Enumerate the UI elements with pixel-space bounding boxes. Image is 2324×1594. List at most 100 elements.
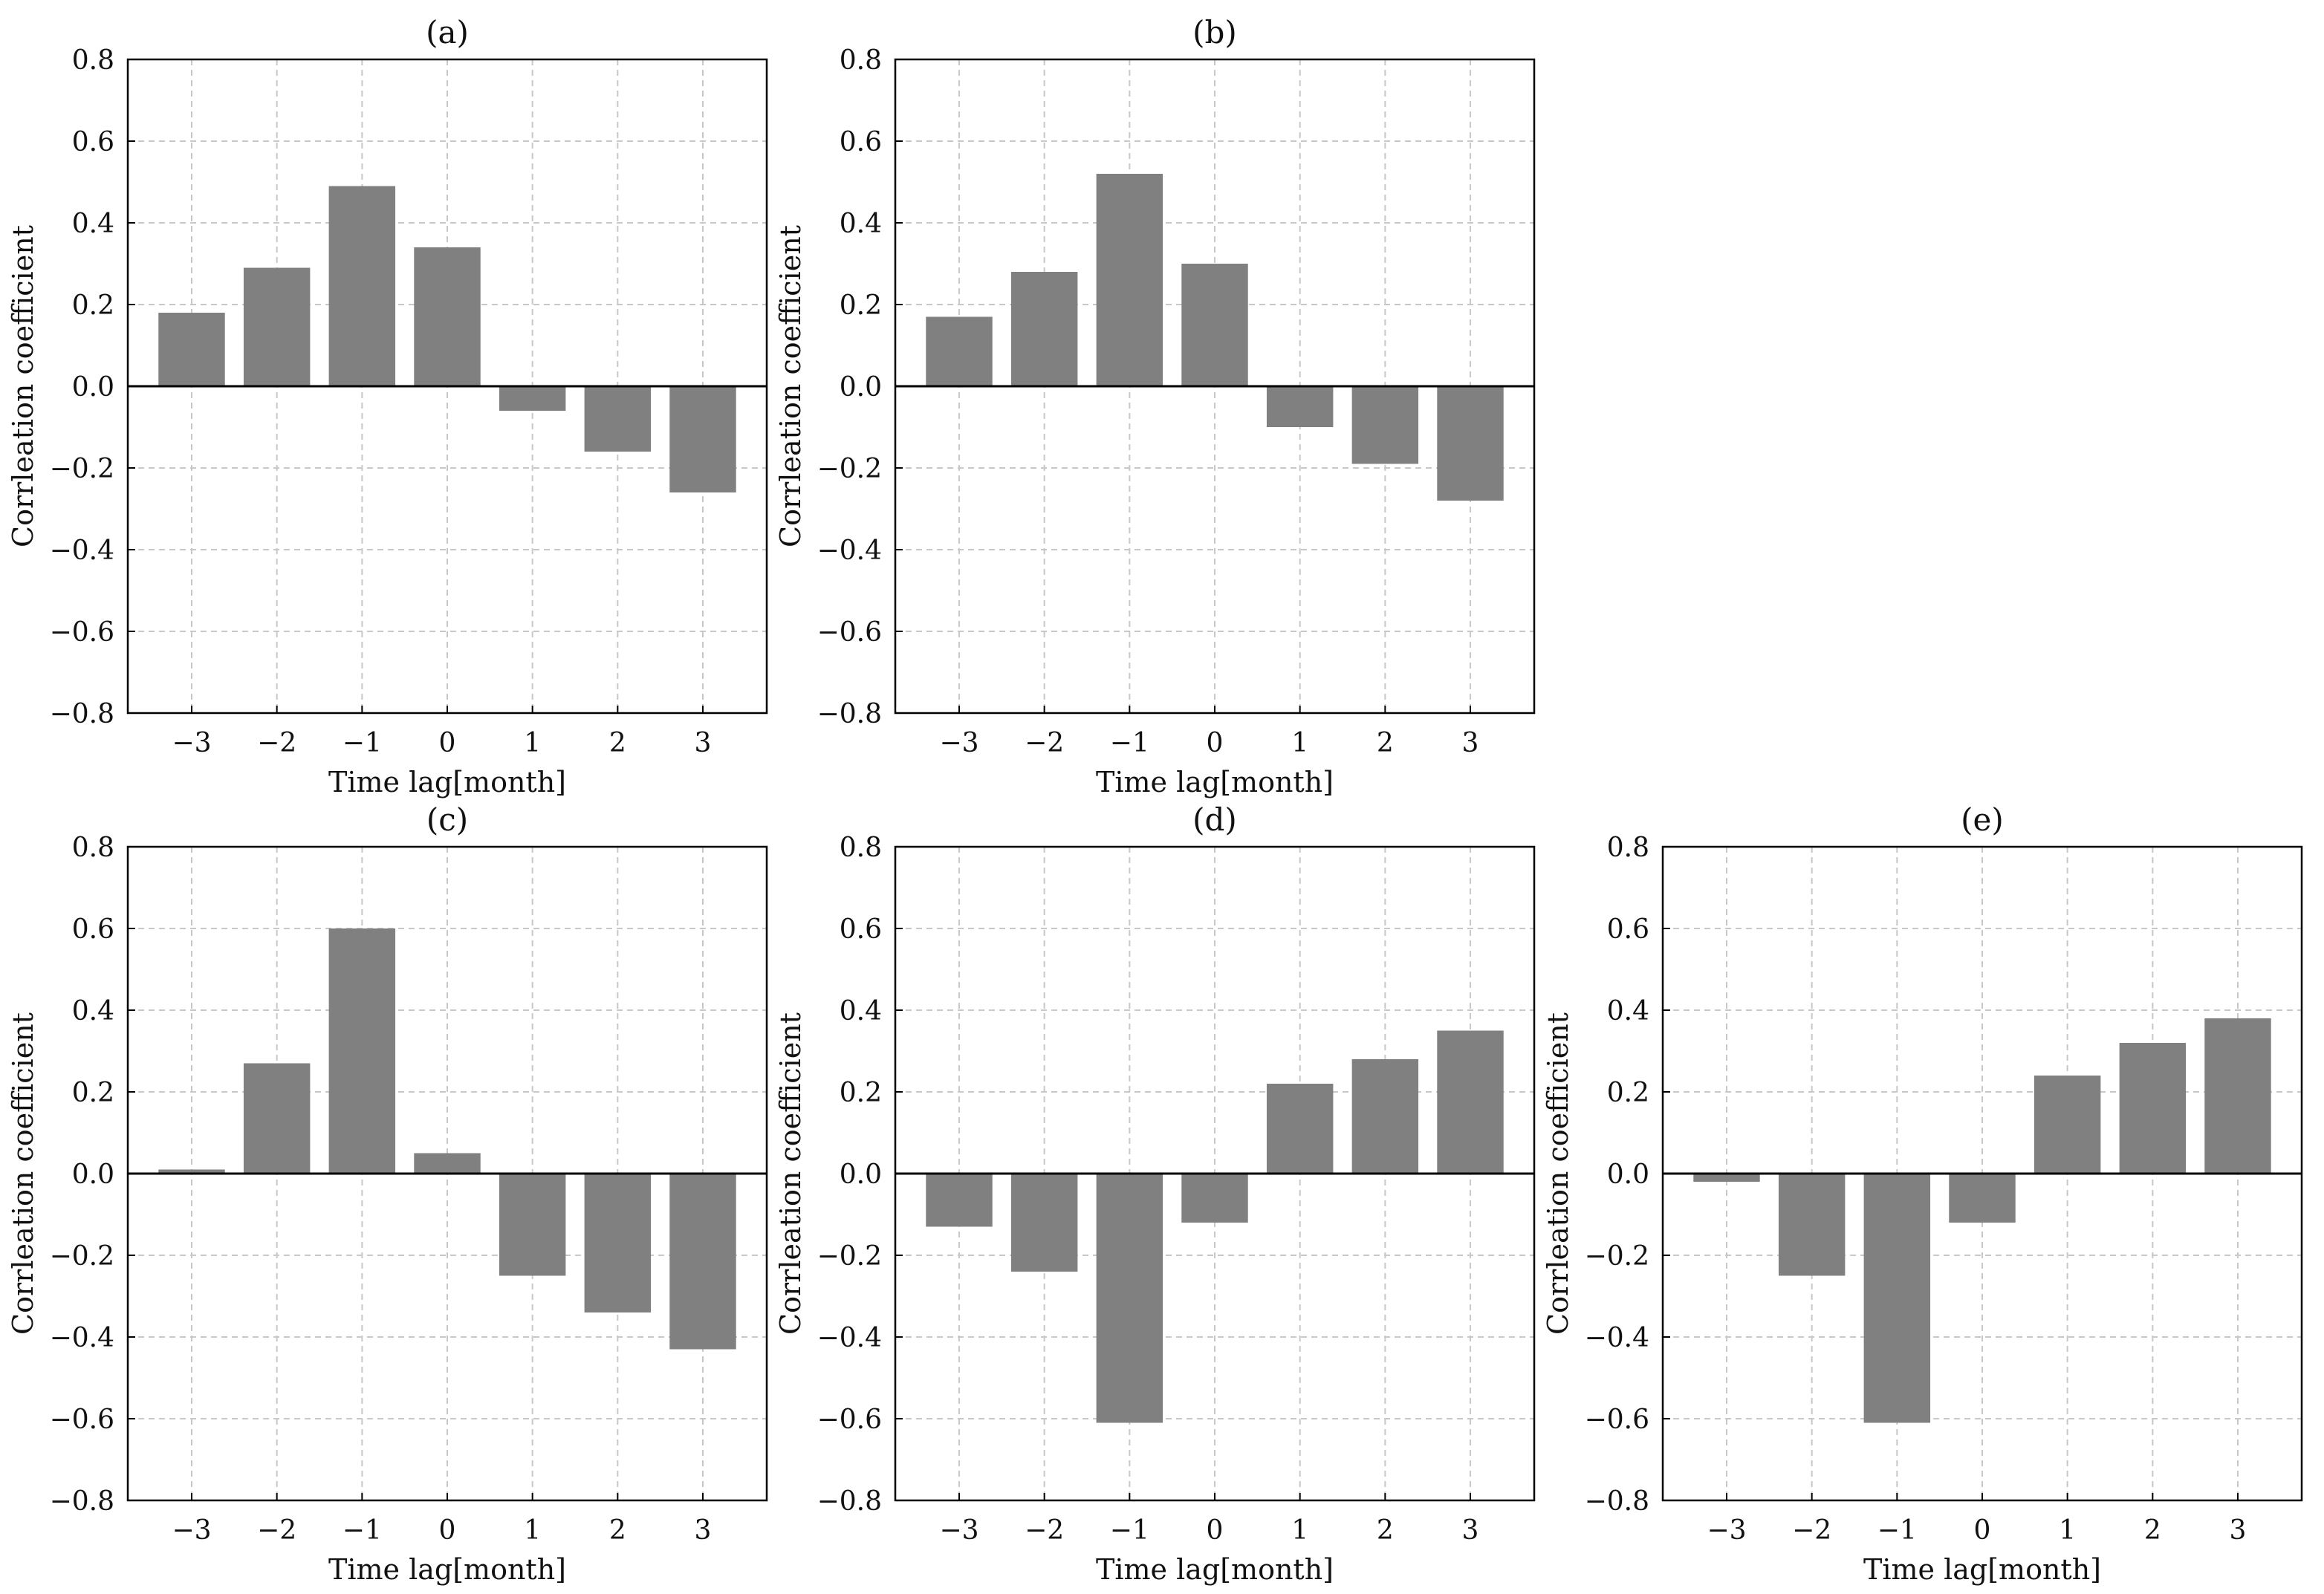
y-axis-label: Corrleation coefficient [7, 1012, 39, 1335]
bar-3 [1949, 1174, 2016, 1223]
y-tick-label: 0.4 [840, 209, 882, 239]
bar-4 [1266, 1084, 1334, 1174]
bar-6 [669, 1174, 736, 1350]
panel-title: (b) [1192, 14, 1237, 51]
x-axis-label: Time lag[month] [1863, 1553, 2101, 1586]
x-tick-label: −2 [1025, 1515, 1064, 1546]
y-tick-label: 0.8 [840, 833, 882, 863]
x-tick-label: 2 [2144, 1515, 2161, 1546]
x-tick-label: −1 [343, 1515, 382, 1546]
y-tick-label: 0.4 [72, 996, 114, 1027]
bar-0 [926, 1174, 993, 1227]
y-tick-label: 0.4 [72, 209, 114, 239]
x-tick-label: 1 [2059, 1515, 2076, 1546]
x-tick-label: 1 [1291, 1515, 1308, 1546]
panel-title: (e) [1961, 801, 2004, 838]
bar-1 [1010, 1174, 1078, 1272]
bar-1 [243, 1063, 311, 1174]
bar-6 [2204, 1018, 2271, 1174]
x-tick-label: 1 [524, 1515, 541, 1546]
y-tick-label: −0.4 [1585, 1323, 1649, 1353]
x-tick-label: 2 [609, 1515, 626, 1546]
chart-panel-2: 0.8 0.6 0.4 0.2 0.0 −0.2 −0.4 −0.6 −0.8 −3 −2 −1 0 1 2… [7, 801, 768, 1586]
x-tick-label: 0 [1207, 728, 1224, 758]
x-tick-label: −2 [1792, 1515, 1831, 1546]
y-tick-label: −0.4 [50, 536, 114, 566]
bar-5 [584, 1174, 652, 1312]
x-tick-label: −3 [939, 728, 978, 758]
x-tick-label: 0 [439, 1515, 456, 1546]
x-tick-label: 3 [695, 1515, 712, 1546]
y-tick-label: −0.6 [50, 617, 114, 648]
y-tick-label: 0.2 [72, 1078, 114, 1108]
y-tick-label: 0.6 [72, 914, 114, 945]
y-tick-label: −0.2 [50, 1241, 114, 1272]
x-tick-label: 3 [1462, 728, 1479, 758]
x-axis-label: Time lag[month] [1096, 766, 1334, 798]
bar-2 [1096, 174, 1163, 386]
panel-title: (a) [426, 14, 469, 51]
y-tick-label: 0.0 [72, 372, 114, 403]
x-tick-label: 0 [1207, 1515, 1224, 1546]
bar-6 [669, 386, 736, 492]
y-tick-label: 0.8 [1607, 833, 1649, 863]
x-tick-label: 2 [1377, 728, 1394, 758]
chart-panel-1: 0.8 0.6 0.4 0.2 0.0 −0.2 −0.4 −0.6 −0.8 −3 −2 −1 0 1 2… [774, 14, 1536, 798]
x-tick-label: 3 [2230, 1515, 2247, 1546]
bar-4 [499, 1174, 566, 1276]
x-tick-label: −2 [1025, 728, 1064, 758]
x-tick-label: −3 [172, 728, 211, 758]
y-tick-label: 0.2 [840, 1078, 882, 1108]
x-tick-label: −1 [343, 728, 382, 758]
bar-5 [1351, 386, 1419, 464]
panel-title: (c) [426, 801, 468, 838]
y-tick-label: −0.2 [50, 454, 114, 484]
y-tick-label: 0.8 [840, 45, 882, 76]
bar-0 [926, 316, 993, 386]
bar-6 [1437, 1030, 1504, 1174]
y-tick-label: 0.4 [1607, 996, 1649, 1027]
bar-5 [1351, 1059, 1419, 1174]
bar-0 [1693, 1174, 1760, 1182]
y-tick-label: 0.6 [840, 914, 882, 945]
y-tick-label: −0.8 [50, 1486, 114, 1517]
bar-3 [414, 247, 481, 386]
x-tick-label: −1 [1877, 1515, 1917, 1546]
x-tick-label: −3 [939, 1515, 978, 1546]
y-tick-label: −0.8 [817, 699, 882, 729]
y-tick-label: 0.0 [840, 1159, 882, 1190]
y-tick-label: 0.0 [840, 372, 882, 403]
y-tick-label: 0.6 [840, 127, 882, 157]
y-tick-label: 0.8 [72, 833, 114, 863]
y-tick-label: −0.4 [50, 1323, 114, 1353]
bar-4 [499, 386, 566, 411]
y-tick-label: −0.8 [817, 1486, 882, 1517]
y-axis-label: Corrleation coefficient [774, 225, 807, 547]
y-tick-label: 0.8 [72, 45, 114, 76]
x-tick-label: 3 [695, 728, 712, 758]
bar-0 [158, 313, 225, 386]
x-tick-label: −2 [257, 1515, 296, 1546]
bar-2 [328, 928, 396, 1174]
y-tick-label: 0.6 [1607, 914, 1649, 945]
y-tick-label: −0.6 [817, 617, 882, 648]
y-tick-label: −0.4 [817, 536, 882, 566]
x-tick-label: 1 [1291, 728, 1308, 758]
x-tick-label: 2 [609, 728, 626, 758]
bar-2 [328, 186, 396, 386]
y-tick-label: −0.2 [1585, 1241, 1649, 1272]
chart-panel-3: 0.8 0.6 0.4 0.2 0.0 −0.2 −0.4 −0.6 −0.8 −3 −2 −1 0 1 2… [774, 801, 1536, 1586]
x-tick-label: −3 [172, 1515, 211, 1546]
x-tick-label: −1 [1110, 728, 1149, 758]
bar-3 [1181, 1174, 1248, 1223]
y-tick-label: 0.2 [840, 290, 882, 321]
y-axis-label: Corrleation coefficient [7, 225, 39, 547]
y-tick-label: −0.8 [50, 699, 114, 729]
chart-panel-4: 0.8 0.6 0.4 0.2 0.0 −0.2 −0.4 −0.6 −0.8 −3 −2 −1 0 1 2… [1542, 801, 2303, 1586]
bar-1 [1778, 1174, 1846, 1276]
bar-3 [414, 1153, 481, 1174]
x-tick-label: 0 [439, 728, 456, 758]
y-tick-label: 0.4 [840, 996, 882, 1027]
bar-1 [243, 267, 311, 386]
